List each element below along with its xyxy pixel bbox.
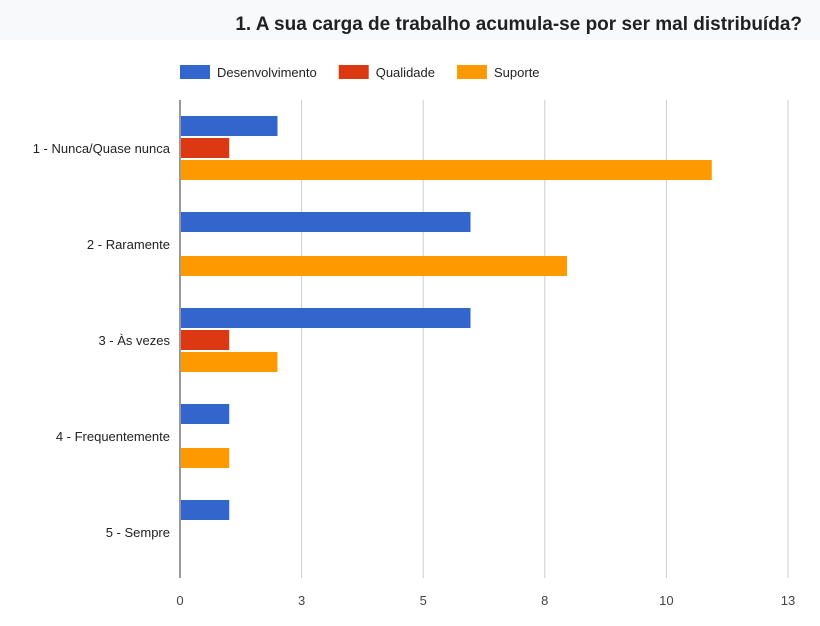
legend-label: Suporte [494, 65, 540, 80]
category-label: 3 - Às vezes [98, 333, 170, 348]
x-tick-label: 0 [176, 593, 183, 608]
category-label: 1 - Nunca/Quase nunca [33, 141, 171, 156]
bar-suporte [181, 256, 568, 276]
legend-swatch [338, 65, 369, 79]
bar-suporte [181, 160, 712, 180]
bar-desenvolvimento [181, 404, 230, 424]
legend-swatch [457, 65, 487, 79]
chart-title: 1. A sua carga de trabalho acumula-se po… [235, 14, 802, 35]
bar-suporte [181, 352, 278, 372]
bar-desenvolvimento [181, 116, 278, 136]
x-tick-label: 10 [659, 593, 673, 608]
x-tick-label: 13 [781, 593, 795, 608]
x-tick-label: 8 [541, 593, 548, 608]
legend-swatch [180, 65, 210, 79]
chart-title-bar: 1. A sua carga de trabalho acumula-se po… [0, 0, 820, 40]
bar-desenvolvimento [181, 500, 230, 520]
category-label: 5 - Sempre [106, 525, 170, 540]
bar-qualidade [181, 330, 230, 350]
x-tick-label: 3 [298, 593, 305, 608]
bar-suporte [181, 448, 230, 468]
x-tick-label: 5 [420, 593, 427, 608]
legend-label: Desenvolvimento [217, 65, 317, 80]
bar-qualidade [181, 138, 230, 158]
legend-label: Qualidade [376, 65, 435, 80]
category-label: 2 - Raramente [87, 237, 170, 252]
category-label: 4 - Frequentemente [56, 429, 170, 444]
bar-desenvolvimento [181, 308, 471, 328]
bar-desenvolvimento [181, 212, 471, 232]
